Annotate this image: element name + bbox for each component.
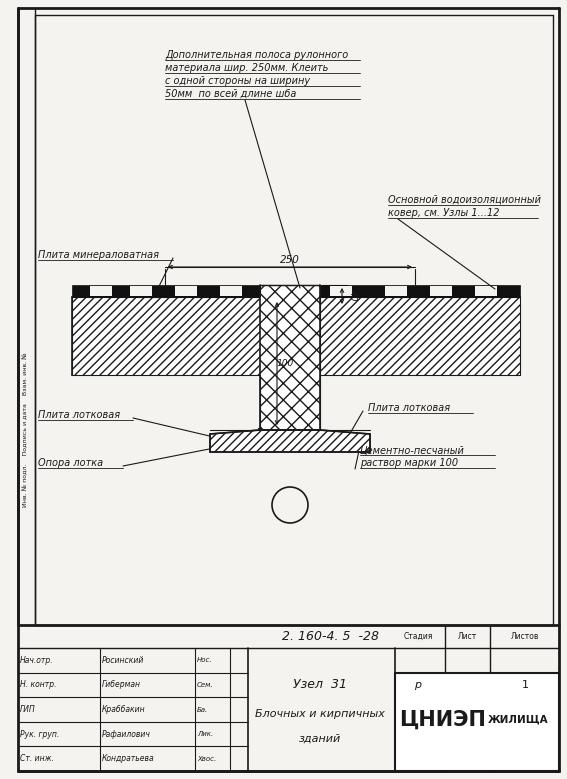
Bar [475, 286, 497, 296]
Text: Сем.: Сем. [197, 682, 214, 688]
Text: Лист: Лист [458, 632, 477, 641]
Text: Нач.отр.: Нач.отр. [20, 656, 54, 664]
Text: 2. 160-4. 5  -28: 2. 160-4. 5 -28 [281, 630, 379, 643]
Text: ГИП: ГИП [20, 705, 36, 714]
Text: р: р [414, 680, 421, 690]
Bar [175, 286, 197, 296]
Text: Основной водоизоляционный: Основной водоизоляционный [388, 195, 541, 205]
Text: ковер, см. Узлы 1...12: ковер, см. Узлы 1...12 [388, 208, 500, 218]
Text: 1: 1 [522, 680, 528, 690]
Bar [330, 286, 352, 296]
Bar [385, 286, 407, 296]
Text: Дополнительная полоса рулонного: Дополнительная полоса рулонного [165, 50, 348, 60]
Text: Узел  31: Узел 31 [293, 679, 347, 692]
Text: Рук. груп.: Рук. груп. [20, 730, 59, 738]
Text: ЦНИЭП: ЦНИЭП [400, 710, 486, 729]
Text: Росинский: Росинский [102, 656, 145, 664]
Text: Инв. № подл.    Подпись и дата    Взам. инв. №: Инв. № подл. Подпись и дата Взам. инв. № [23, 353, 29, 507]
Bar [395, 672, 559, 771]
Bar [220, 286, 242, 296]
Text: Хвос.: Хвос. [197, 756, 216, 762]
Bar [90, 286, 112, 296]
Text: Опора лотка: Опора лотка [38, 458, 103, 468]
Text: Гиберман: Гиберман [102, 680, 141, 689]
Text: Блочных и кирпичных: Блочных и кирпичных [255, 710, 385, 720]
Text: ЖИЛИЩА: ЖИЛИЩА [488, 714, 548, 724]
Bar [260, 297, 320, 375]
Text: Лик.: Лик. [197, 731, 213, 737]
Bar [130, 286, 152, 296]
Text: Нос.: Нос. [197, 657, 213, 663]
Text: Цементно-песчаный: Цементно-песчаный [360, 445, 465, 455]
Bar [430, 286, 452, 296]
Text: Плита лотковая: Плита лотковая [38, 410, 120, 420]
Text: Ба.: Ба. [197, 707, 208, 713]
Text: 100: 100 [276, 359, 294, 368]
Text: материала шир. 250мм. Клеить: материала шир. 250мм. Клеить [165, 63, 328, 73]
Polygon shape [210, 430, 370, 452]
Text: раствор марки 100: раствор марки 100 [360, 458, 458, 468]
Text: Ст. инж.: Ст. инж. [20, 754, 54, 763]
Text: Листов: Листов [511, 632, 539, 641]
Text: Плита минераловатная: Плита минераловатная [38, 250, 159, 260]
Text: с одной стороны на ширину: с одной стороны на ширину [165, 76, 310, 86]
Polygon shape [260, 297, 320, 375]
Text: зданий: зданий [299, 734, 341, 744]
Polygon shape [260, 285, 320, 430]
Text: Стадия: Стадия [403, 632, 433, 641]
Text: 40: 40 [348, 291, 357, 301]
Text: 50мм  по всей длине шба: 50мм по всей длине шба [165, 89, 297, 99]
Text: 250: 250 [280, 255, 300, 265]
Text: Рафаилович: Рафаилович [102, 730, 151, 738]
Text: Н. контр.: Н. контр. [20, 680, 57, 689]
Polygon shape [72, 297, 520, 375]
Bar [72, 285, 520, 297]
Text: Кондратьева: Кондратьева [102, 754, 155, 763]
Text: Плита лотковая: Плита лотковая [368, 403, 450, 413]
Text: Краббакин: Краббакин [102, 705, 146, 714]
